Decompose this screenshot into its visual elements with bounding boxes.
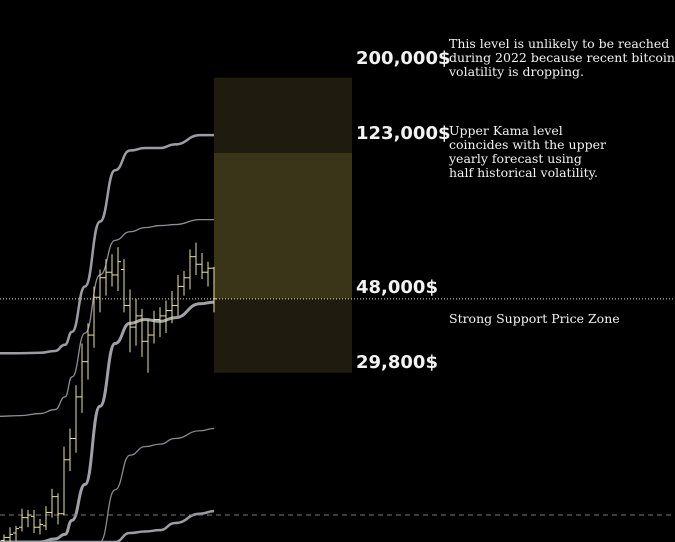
kama-lower-outer — [0, 509, 215, 542]
ohlc-bar-31 — [187, 249, 193, 290]
ohlc-bar-22 — [133, 298, 139, 346]
price-label-29800: 29,800$ — [356, 352, 438, 373]
upper-zone — [214, 77, 352, 153]
annotation-unlikely-level: This level is unlikely to be reached dur… — [449, 36, 675, 79]
ohlc-bar-1 — [7, 527, 13, 542]
support-zone — [214, 298, 352, 373]
price-label-48000: 48,000$ — [356, 277, 438, 298]
price-label-200000: 200,000$ — [356, 48, 451, 69]
price-label-123000: 123,000$ — [356, 123, 451, 144]
ohlc-bar-7 — [43, 506, 49, 531]
ohlc-bar-2 — [13, 525, 19, 541]
ohlc-bar-11 — [67, 428, 73, 472]
ohlc-bar-19 — [115, 247, 121, 291]
ohlc-bar-28 — [169, 290, 175, 324]
kama-upper-outer — [0, 133, 214, 355]
ohlc-bar-12 — [73, 385, 79, 453]
ohlc-bar-32 — [193, 242, 199, 275]
ohlc-bar-13 — [79, 343, 85, 413]
ohlc-bar-0 — [1, 534, 7, 542]
ohlc-bar-5 — [31, 509, 37, 533]
ohlc-bar-34 — [205, 261, 211, 287]
annotation-upper-kama: Upper Kama level coincides with the uppe… — [449, 123, 606, 180]
ohlc-bar-20 — [121, 259, 127, 313]
ohlc-bar-21 — [127, 289, 133, 353]
ohlc-bar-3 — [19, 508, 25, 532]
ohlc-bar-18 — [109, 254, 115, 287]
annotation-support-zone: Strong Support Price Zone — [449, 311, 620, 326]
ohlc-bar-29 — [175, 274, 181, 316]
ohlc-bar-9 — [55, 493, 61, 525]
price-bars — [1, 242, 217, 542]
ohlc-bar-17 — [103, 259, 109, 296]
ohlc-bar-23 — [139, 308, 145, 357]
ohlc-bar-35 — [211, 266, 217, 313]
ohlc-bar-27 — [163, 300, 169, 334]
ohlc-bar-15 — [91, 286, 97, 348]
ohlc-bar-24 — [145, 319, 151, 373]
ohlc-bar-4 — [25, 509, 31, 528]
ohlc-bar-33 — [199, 253, 205, 280]
ohlc-bar-26 — [157, 307, 163, 338]
forecast-zone — [214, 152, 352, 299]
ohlc-bar-16 — [97, 269, 103, 313]
ohlc-bar-30 — [181, 270, 187, 296]
ohlc-bar-8 — [49, 488, 55, 518]
price-zones — [214, 77, 352, 373]
reference-lines — [0, 298, 675, 516]
ohlc-bar-10 — [61, 446, 67, 516]
ohlc-bar-14 — [85, 323, 91, 380]
ohlc-bar-6 — [37, 518, 43, 535]
ohlc-bar-25 — [151, 310, 157, 344]
